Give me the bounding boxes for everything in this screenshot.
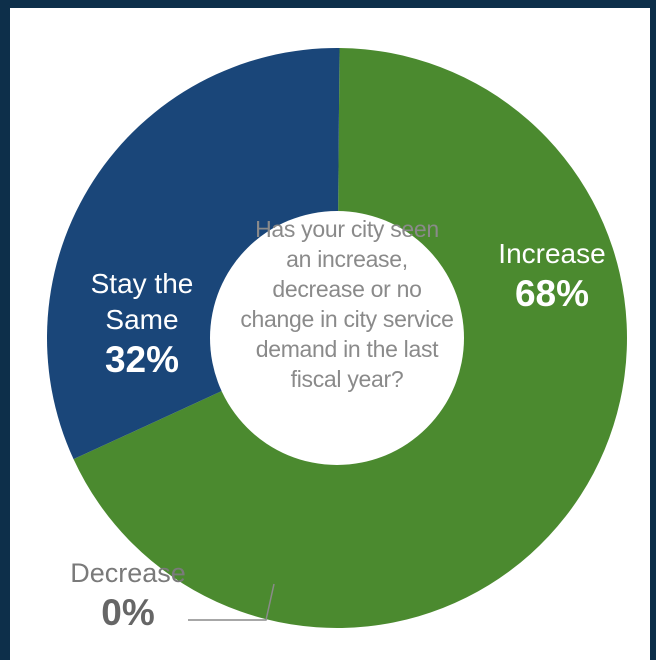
donut-center-hole — [210, 211, 464, 465]
slice-label-value: 68% — [514, 273, 590, 314]
center-question-line: fiscal year? — [290, 366, 404, 392]
center-question-line: demand in the last — [255, 336, 439, 362]
slice-label-name: Increase — [498, 238, 606, 269]
slice-label-value: 32% — [104, 339, 180, 380]
center-question-line: Has your city seen — [255, 216, 439, 242]
slice-label-decrease: Decrease 0% — [48, 556, 208, 636]
slice-label-stay-the-same: Stay the Same 32% — [66, 266, 218, 382]
slice-label-value: 0% — [101, 592, 155, 633]
center-question-line: change in city service — [240, 306, 454, 332]
donut-chart — [46, 48, 628, 629]
chart-canvas: Has your city seen an increase, decrease… — [10, 8, 650, 660]
slice-label-name: Same — [105, 304, 179, 335]
slice-label-name: Stay the — [90, 268, 194, 299]
center-question-line: an increase, — [286, 246, 408, 272]
slice-label-name: Decrease — [70, 558, 186, 588]
decrease-leader-line — [188, 583, 275, 621]
slice-label-increase: Increase 68% — [476, 236, 628, 316]
center-question: Has your city seen an increase, decrease… — [233, 214, 461, 394]
center-question-line: decrease or no — [272, 276, 422, 302]
